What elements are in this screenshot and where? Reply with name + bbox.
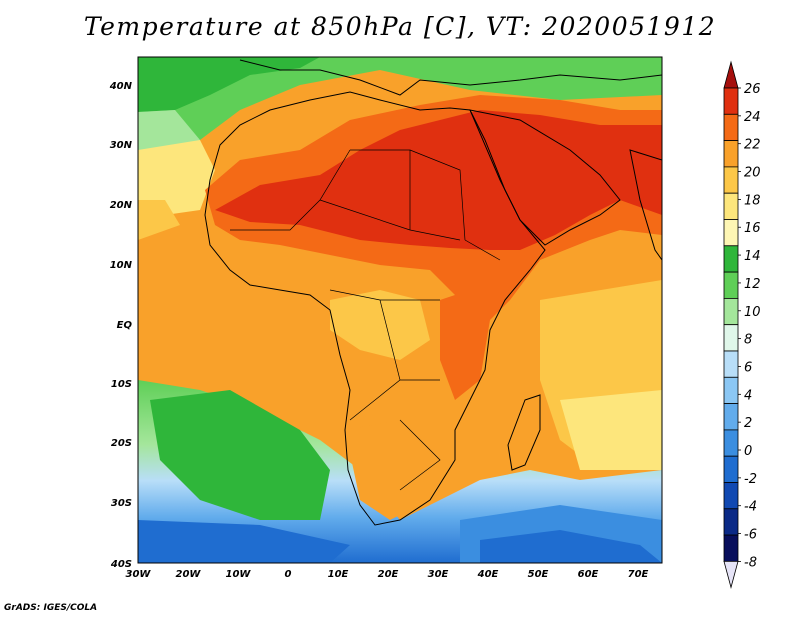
lat-tick-label: 30S xyxy=(111,498,132,509)
colorbar-label: -2 xyxy=(744,472,757,487)
colorbar-label: 22 xyxy=(744,138,761,153)
lat-tick-label: 20N xyxy=(110,200,133,211)
colorbar-swatch xyxy=(723,376,739,404)
field-southeast-darkblue xyxy=(480,530,662,563)
colorbar-label: 12 xyxy=(744,277,761,292)
colorbar-label: 24 xyxy=(744,110,761,125)
colorbar-swatch xyxy=(723,455,739,483)
colorbar-label: -4 xyxy=(744,500,757,515)
colorbar-bottom-arrow xyxy=(723,561,739,589)
field-southwest-blue xyxy=(138,520,350,563)
lat-tick-label: 40S xyxy=(110,559,132,570)
map-title: Temperature at 850hPa [C], VT: 202005191… xyxy=(83,12,717,41)
credit-text: GrADS: IGES/COLA xyxy=(4,603,98,613)
lat-tick-label: 30N xyxy=(110,140,133,151)
field-north-green xyxy=(138,57,662,150)
colorbar-label: 10 xyxy=(744,305,761,320)
coastlines xyxy=(204,59,662,526)
colorbar-swatch xyxy=(723,482,739,510)
lon-tick-label: 60E xyxy=(578,569,599,580)
lon-tick-label: 70E xyxy=(628,569,649,580)
temperature-field xyxy=(138,57,662,563)
lat-axis: 40N 30N 20N 10N EQ 10S 20S 30S 40S xyxy=(109,81,133,570)
madagascar-coastline xyxy=(507,394,541,471)
lon-tick-label: 30W xyxy=(126,569,152,580)
lon-tick-label: 30E xyxy=(428,569,449,580)
colorbar-top-arrow xyxy=(723,60,739,89)
colorbar-label: 4 xyxy=(744,388,752,403)
colorbar-label: 2 xyxy=(744,416,752,431)
colorbar-label: 8 xyxy=(744,333,752,348)
colorbar-label: 6 xyxy=(744,360,752,375)
colorbar-label: 14 xyxy=(744,249,761,264)
country-borders xyxy=(230,149,501,491)
lon-axis: 30W 20W 10W 0 10E 20E 30E 40E 50E 60E 70… xyxy=(126,569,649,580)
field-rift-orange xyxy=(440,290,490,400)
colorbar-swatch xyxy=(723,113,739,142)
colorbar-label: -6 xyxy=(744,528,757,543)
colorbar-swatch xyxy=(723,87,739,115)
colorbar-swatch xyxy=(723,140,739,168)
lat-tick-label: 10S xyxy=(111,379,132,390)
lat-tick-label: 10N xyxy=(110,260,133,271)
lon-tick-label: 10E xyxy=(328,569,349,580)
colorbar-label: 16 xyxy=(744,221,761,236)
arabia-coastline xyxy=(469,109,621,246)
field-north-darkgreen xyxy=(138,57,320,112)
colorbar-swatch xyxy=(723,534,739,562)
colorbar-label: 18 xyxy=(744,193,761,208)
field-southatlantic-green xyxy=(150,390,330,520)
europe-coastline xyxy=(239,59,662,96)
lat-tick-label: 20S xyxy=(111,438,132,449)
field-southafrica-orange xyxy=(345,420,460,520)
colorbar-swatch xyxy=(723,324,739,352)
colorbar-swatch xyxy=(723,271,739,299)
colorbar-swatch xyxy=(723,192,739,220)
colorbar-label: -8 xyxy=(744,555,757,570)
colorbar-swatch xyxy=(723,350,739,378)
lon-tick-label: 20E xyxy=(378,569,399,580)
colorbar-swatch xyxy=(723,508,739,536)
lon-tick-label: 0 xyxy=(285,569,292,580)
plot-frame xyxy=(137,56,663,564)
field-congo-gold xyxy=(330,290,430,360)
colorbar-swatch xyxy=(723,297,739,326)
field-atlantic-gold xyxy=(138,200,180,240)
lon-tick-label: 40E xyxy=(477,569,499,580)
colorbar-label: 26 xyxy=(744,82,761,97)
field-sahara-red xyxy=(215,110,662,250)
colorbar-swatch xyxy=(723,245,739,273)
colorbar-swatch xyxy=(723,166,739,194)
africa-coastline xyxy=(204,91,546,526)
field-indian-yellow xyxy=(560,390,662,470)
colorbar-label: 20 xyxy=(744,166,761,181)
lon-tick-label: 10W xyxy=(226,569,252,580)
india-coastline xyxy=(629,149,662,261)
colorbar-swatch xyxy=(723,403,739,431)
colorbar-swatch xyxy=(723,429,739,457)
lon-tick-label: 20W xyxy=(176,569,202,580)
lat-tick-label: 40N xyxy=(109,81,133,92)
colorbar-swatch xyxy=(723,219,739,247)
lat-tick-label: EQ xyxy=(117,320,133,331)
lon-tick-label: 50E xyxy=(528,569,549,580)
colorbar-label: 0 xyxy=(744,444,752,459)
